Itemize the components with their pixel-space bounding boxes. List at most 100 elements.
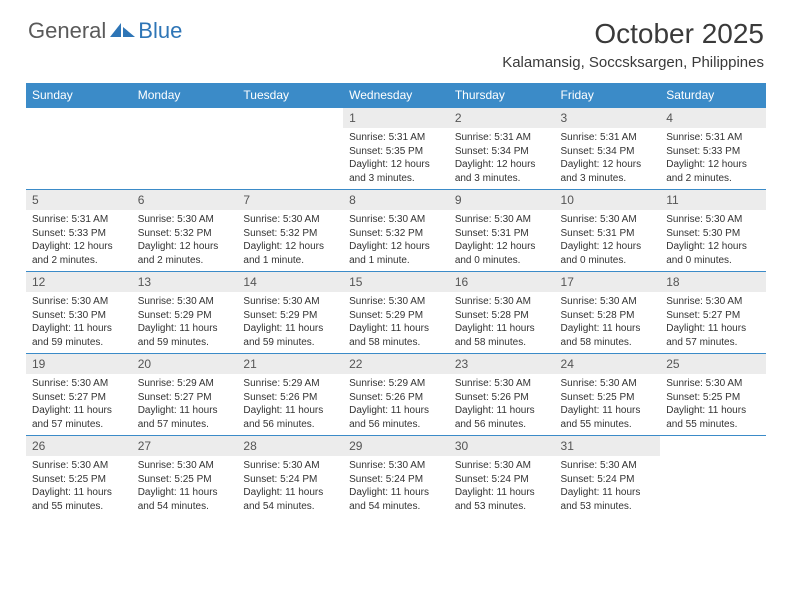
day-body: Sunrise: 5:30 AMSunset: 5:29 PMDaylight:… bbox=[237, 292, 343, 353]
sunset-text: Sunset: 5:25 PM bbox=[561, 391, 655, 405]
day-body: Sunrise: 5:31 AMSunset: 5:35 PMDaylight:… bbox=[343, 128, 449, 189]
sunset-text: Sunset: 5:27 PM bbox=[138, 391, 232, 405]
weekday-header: Thursday bbox=[449, 83, 555, 108]
daylight-text: Daylight: 12 hours and 2 minutes. bbox=[32, 240, 126, 267]
calendar-week-row: 5Sunrise: 5:31 AMSunset: 5:33 PMDaylight… bbox=[26, 190, 766, 272]
day-number: 18 bbox=[660, 272, 766, 292]
calendar-week-row: 26Sunrise: 5:30 AMSunset: 5:25 PMDayligh… bbox=[26, 436, 766, 518]
calendar-week-row: 12Sunrise: 5:30 AMSunset: 5:30 PMDayligh… bbox=[26, 272, 766, 354]
daylight-text: Daylight: 11 hours and 57 minutes. bbox=[666, 322, 760, 349]
sunrise-text: Sunrise: 5:30 AM bbox=[32, 295, 126, 309]
sunset-text: Sunset: 5:29 PM bbox=[138, 309, 232, 323]
calendar-day-cell: 31Sunrise: 5:30 AMSunset: 5:24 PMDayligh… bbox=[555, 436, 661, 518]
daylight-text: Daylight: 11 hours and 53 minutes. bbox=[455, 486, 549, 513]
sunset-text: Sunset: 5:24 PM bbox=[349, 473, 443, 487]
calendar-day-cell: 24Sunrise: 5:30 AMSunset: 5:25 PMDayligh… bbox=[555, 354, 661, 436]
calendar-day-cell: 28Sunrise: 5:30 AMSunset: 5:24 PMDayligh… bbox=[237, 436, 343, 518]
calendar-day-cell: 17Sunrise: 5:30 AMSunset: 5:28 PMDayligh… bbox=[555, 272, 661, 354]
day-number: 3 bbox=[555, 108, 661, 128]
sunset-text: Sunset: 5:27 PM bbox=[666, 309, 760, 323]
calendar-day-cell: 22Sunrise: 5:29 AMSunset: 5:26 PMDayligh… bbox=[343, 354, 449, 436]
calendar-week-row: 19Sunrise: 5:30 AMSunset: 5:27 PMDayligh… bbox=[26, 354, 766, 436]
day-number: 15 bbox=[343, 272, 449, 292]
daylight-text: Daylight: 12 hours and 0 minutes. bbox=[666, 240, 760, 267]
calendar-day-cell: 29Sunrise: 5:30 AMSunset: 5:24 PMDayligh… bbox=[343, 436, 449, 518]
logo: General Blue bbox=[28, 18, 182, 44]
day-number: 7 bbox=[237, 190, 343, 210]
sunset-text: Sunset: 5:32 PM bbox=[243, 227, 337, 241]
sunrise-text: Sunrise: 5:30 AM bbox=[349, 295, 443, 309]
calendar-day-cell: 7Sunrise: 5:30 AMSunset: 5:32 PMDaylight… bbox=[237, 190, 343, 272]
day-number: 27 bbox=[132, 436, 238, 456]
calendar-day-cell: 23Sunrise: 5:30 AMSunset: 5:26 PMDayligh… bbox=[449, 354, 555, 436]
day-body: Sunrise: 5:30 AMSunset: 5:30 PMDaylight:… bbox=[660, 210, 766, 271]
calendar-day-cell bbox=[237, 108, 343, 190]
sunrise-text: Sunrise: 5:30 AM bbox=[455, 213, 549, 227]
sunrise-text: Sunrise: 5:30 AM bbox=[138, 459, 232, 473]
sunset-text: Sunset: 5:34 PM bbox=[561, 145, 655, 159]
calendar-day-cell: 14Sunrise: 5:30 AMSunset: 5:29 PMDayligh… bbox=[237, 272, 343, 354]
day-body: Sunrise: 5:30 AMSunset: 5:29 PMDaylight:… bbox=[343, 292, 449, 353]
day-number: 8 bbox=[343, 190, 449, 210]
calendar-day-cell: 20Sunrise: 5:29 AMSunset: 5:27 PMDayligh… bbox=[132, 354, 238, 436]
day-body: Sunrise: 5:30 AMSunset: 5:24 PMDaylight:… bbox=[449, 456, 555, 517]
day-body: Sunrise: 5:30 AMSunset: 5:25 PMDaylight:… bbox=[26, 456, 132, 517]
daylight-text: Daylight: 12 hours and 3 minutes. bbox=[561, 158, 655, 185]
day-body: Sunrise: 5:30 AMSunset: 5:28 PMDaylight:… bbox=[449, 292, 555, 353]
day-body: Sunrise: 5:30 AMSunset: 5:27 PMDaylight:… bbox=[26, 374, 132, 435]
day-number: 2 bbox=[449, 108, 555, 128]
sunrise-text: Sunrise: 5:30 AM bbox=[455, 295, 549, 309]
daylight-text: Daylight: 11 hours and 55 minutes. bbox=[32, 486, 126, 513]
calendar-day-cell bbox=[26, 108, 132, 190]
sunset-text: Sunset: 5:30 PM bbox=[666, 227, 760, 241]
sunrise-text: Sunrise: 5:30 AM bbox=[32, 459, 126, 473]
calendar-day-cell: 6Sunrise: 5:30 AMSunset: 5:32 PMDaylight… bbox=[132, 190, 238, 272]
day-body: Sunrise: 5:30 AMSunset: 5:27 PMDaylight:… bbox=[660, 292, 766, 353]
sunset-text: Sunset: 5:32 PM bbox=[349, 227, 443, 241]
day-body: Sunrise: 5:30 AMSunset: 5:26 PMDaylight:… bbox=[449, 374, 555, 435]
daylight-text: Daylight: 12 hours and 0 minutes. bbox=[561, 240, 655, 267]
day-number: 4 bbox=[660, 108, 766, 128]
day-number: 30 bbox=[449, 436, 555, 456]
daylight-text: Daylight: 12 hours and 3 minutes. bbox=[455, 158, 549, 185]
title-block: October 2025 Kalamansig, Soccsksargen, P… bbox=[502, 18, 764, 71]
sunrise-text: Sunrise: 5:31 AM bbox=[349, 131, 443, 145]
day-number: 20 bbox=[132, 354, 238, 374]
calendar-day-cell: 16Sunrise: 5:30 AMSunset: 5:28 PMDayligh… bbox=[449, 272, 555, 354]
day-body: Sunrise: 5:30 AMSunset: 5:32 PMDaylight:… bbox=[343, 210, 449, 271]
calendar-body: 1Sunrise: 5:31 AMSunset: 5:35 PMDaylight… bbox=[26, 108, 766, 518]
day-body: Sunrise: 5:31 AMSunset: 5:34 PMDaylight:… bbox=[449, 128, 555, 189]
sunset-text: Sunset: 5:26 PM bbox=[243, 391, 337, 405]
sunset-text: Sunset: 5:25 PM bbox=[666, 391, 760, 405]
day-body: Sunrise: 5:30 AMSunset: 5:25 PMDaylight:… bbox=[132, 456, 238, 517]
day-number: 16 bbox=[449, 272, 555, 292]
sunset-text: Sunset: 5:30 PM bbox=[32, 309, 126, 323]
daylight-text: Daylight: 12 hours and 2 minutes. bbox=[666, 158, 760, 185]
day-body: Sunrise: 5:30 AMSunset: 5:31 PMDaylight:… bbox=[555, 210, 661, 271]
sunrise-text: Sunrise: 5:31 AM bbox=[561, 131, 655, 145]
daylight-text: Daylight: 11 hours and 54 minutes. bbox=[243, 486, 337, 513]
daylight-text: Daylight: 11 hours and 57 minutes. bbox=[32, 404, 126, 431]
sunrise-text: Sunrise: 5:30 AM bbox=[561, 377, 655, 391]
calendar-day-cell: 13Sunrise: 5:30 AMSunset: 5:29 PMDayligh… bbox=[132, 272, 238, 354]
weekday-header: Tuesday bbox=[237, 83, 343, 108]
sunset-text: Sunset: 5:28 PM bbox=[455, 309, 549, 323]
sunset-text: Sunset: 5:28 PM bbox=[561, 309, 655, 323]
day-number: 10 bbox=[555, 190, 661, 210]
logo-text-blue: Blue bbox=[138, 18, 182, 44]
daylight-text: Daylight: 11 hours and 58 minutes. bbox=[349, 322, 443, 349]
sunrise-text: Sunrise: 5:30 AM bbox=[32, 377, 126, 391]
day-number: 1 bbox=[343, 108, 449, 128]
daylight-text: Daylight: 12 hours and 3 minutes. bbox=[349, 158, 443, 185]
day-body: Sunrise: 5:30 AMSunset: 5:24 PMDaylight:… bbox=[555, 456, 661, 517]
weekday-header: Monday bbox=[132, 83, 238, 108]
weekday-header: Saturday bbox=[660, 83, 766, 108]
sunset-text: Sunset: 5:31 PM bbox=[561, 227, 655, 241]
daylight-text: Daylight: 11 hours and 55 minutes. bbox=[666, 404, 760, 431]
calendar-day-cell: 11Sunrise: 5:30 AMSunset: 5:30 PMDayligh… bbox=[660, 190, 766, 272]
day-body: Sunrise: 5:30 AMSunset: 5:28 PMDaylight:… bbox=[555, 292, 661, 353]
daylight-text: Daylight: 11 hours and 58 minutes. bbox=[455, 322, 549, 349]
weekday-header: Sunday bbox=[26, 83, 132, 108]
calendar-day-cell: 4Sunrise: 5:31 AMSunset: 5:33 PMDaylight… bbox=[660, 108, 766, 190]
sunrise-text: Sunrise: 5:31 AM bbox=[455, 131, 549, 145]
